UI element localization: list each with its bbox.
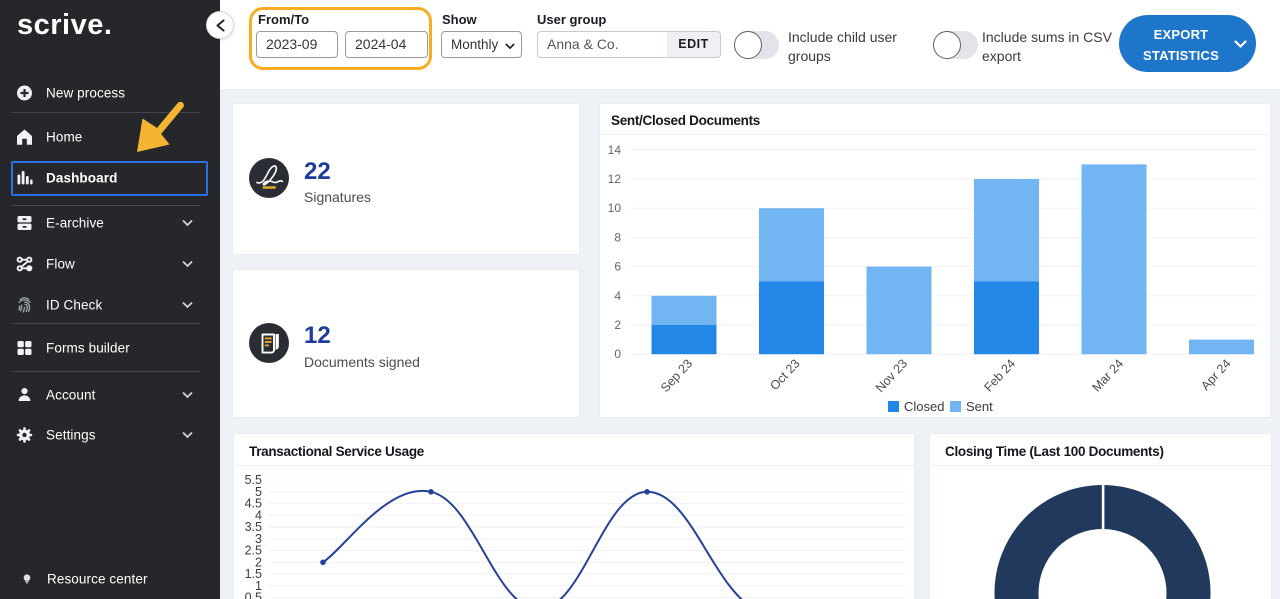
- svg-text:Sent: Sent: [966, 399, 993, 414]
- svg-text:2: 2: [614, 318, 621, 332]
- svg-text:4: 4: [255, 508, 262, 522]
- svg-text:10: 10: [608, 201, 622, 215]
- svg-text:2: 2: [255, 555, 262, 569]
- svg-text:0: 0: [614, 347, 621, 361]
- svg-text:Oct 23: Oct 23: [767, 356, 802, 393]
- svg-text:8: 8: [614, 231, 621, 245]
- svg-text:6: 6: [614, 260, 621, 274]
- svg-text:2.5: 2.5: [245, 544, 262, 558]
- svg-text:3.5: 3.5: [245, 520, 262, 534]
- svg-text:4: 4: [614, 289, 621, 303]
- svg-text:1: 1: [255, 579, 262, 593]
- svg-text:Mar 24: Mar 24: [1089, 356, 1126, 394]
- svg-text:12: 12: [608, 172, 622, 186]
- svg-text:Sep 23: Sep 23: [658, 356, 695, 395]
- svg-text:0.5: 0.5: [245, 591, 262, 599]
- svg-text:3: 3: [255, 532, 262, 546]
- svg-text:Closed: Closed: [904, 399, 944, 414]
- svg-text:4.5: 4.5: [245, 497, 262, 511]
- svg-text:14: 14: [608, 143, 622, 157]
- svg-text:5: 5: [255, 485, 262, 499]
- svg-text:Feb 24: Feb 24: [981, 356, 1018, 394]
- svg-text:5.5: 5.5: [245, 473, 262, 487]
- svg-text:Nov 23: Nov 23: [873, 356, 910, 395]
- svg-text:Apr 24: Apr 24: [1198, 356, 1233, 393]
- svg-text:1.5: 1.5: [245, 567, 262, 581]
